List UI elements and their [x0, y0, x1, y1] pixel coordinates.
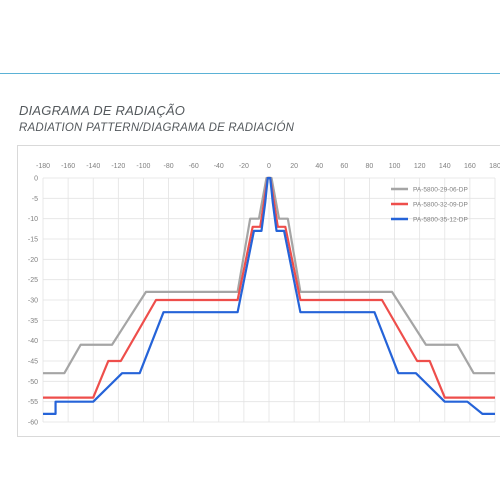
y-tick-label: -55 [28, 399, 38, 406]
x-tick-label: -20 [239, 163, 249, 170]
x-tick-label: 40 [315, 163, 323, 170]
y-tick-label: -10 [28, 216, 38, 223]
series-line-3 [43, 176, 495, 415]
x-tick-label: -60 [189, 163, 199, 170]
x-tick-label: 180 [489, 163, 500, 170]
x-tick-label: -140 [86, 163, 100, 170]
y-tick-label: -5 [32, 196, 38, 203]
x-tick-label: -80 [163, 163, 173, 170]
x-tick-label: -100 [136, 163, 150, 170]
x-tick-label: 20 [290, 163, 298, 170]
y-tick-label: -45 [28, 359, 38, 366]
x-tick-label: 60 [340, 163, 348, 170]
y-tick-label: 0 [34, 176, 38, 183]
y-tick-label: -20 [28, 257, 38, 264]
y-tick-label: -30 [28, 298, 38, 305]
x-tick-label: -180 [36, 163, 50, 170]
radiation-pattern-chart: -180 -160 -140 -120 -100 -80 -60 -40 -20 0 20 40 60 8… [28, 163, 500, 427]
legend-label: PA-5800-32-09-DP [413, 201, 468, 208]
x-tick-label: 80 [366, 163, 374, 170]
y-tick-label: -60 [28, 420, 38, 427]
legend-label: PA-5800-29-06-DP [413, 186, 468, 193]
page-title: DIAGRAMA DE RADIAÇÃO [19, 103, 186, 118]
header-divider-line [0, 73, 500, 74]
y-tick-label: -25 [28, 277, 38, 284]
page-subtitle: RADIATION PATTERN/DIAGRAMA DE RADIACIÓN [19, 122, 295, 134]
x-tick-label: 160 [464, 163, 476, 170]
y-tick-label: -40 [28, 338, 38, 345]
y-tick-label: -15 [28, 237, 38, 244]
y-tick-label: -50 [28, 379, 38, 386]
x-tick-label: 100 [389, 163, 401, 170]
x-tick-label: 140 [439, 163, 451, 170]
legend-label: PA-5800-35-12-DP [413, 216, 468, 223]
x-tick-label: -160 [61, 163, 75, 170]
x-tick-label: -120 [111, 163, 125, 170]
x-tick-label: 120 [414, 163, 426, 170]
chart-panel: -180 -160 -140 -120 -100 -80 -60 -40 -20 0 20 40 60 8… [17, 145, 500, 437]
page-heading: DIAGRAMA DE RADIAÇÃO RADIATION PATTERN/D… [19, 104, 294, 135]
y-tick-label: -35 [28, 318, 38, 325]
x-tick-label: 0 [267, 163, 271, 170]
x-tick-label: -40 [214, 163, 224, 170]
